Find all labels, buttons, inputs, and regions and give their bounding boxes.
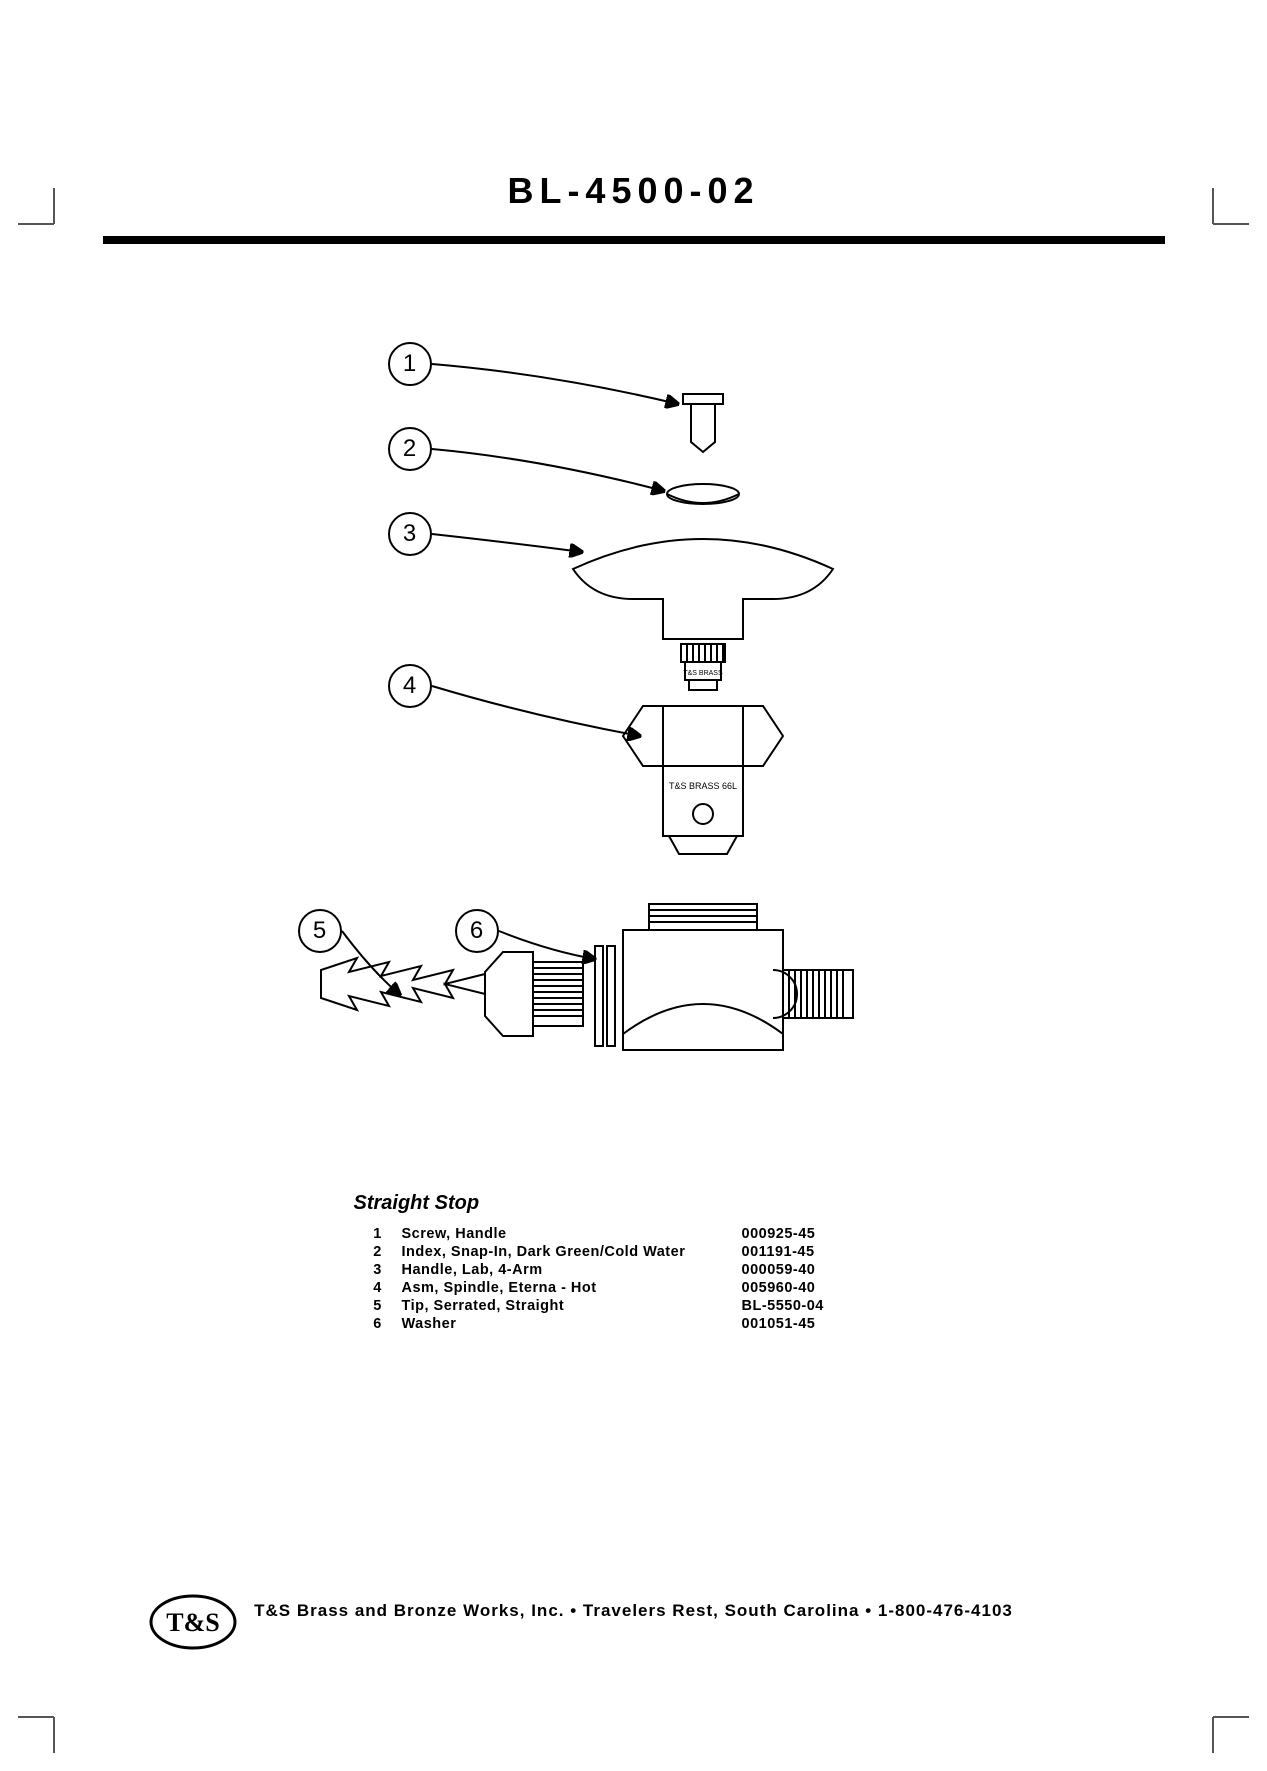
parts-table: 1Screw, Handle000925-452Index, Snap-In, … <box>354 1225 872 1333</box>
row-num: 1 <box>354 1225 402 1243</box>
table-row: 1Screw, Handle000925-45 <box>354 1225 872 1243</box>
callout-2-num: 2 <box>403 435 416 463</box>
callout-4-num: 4 <box>403 672 416 700</box>
row-num: 3 <box>354 1261 402 1279</box>
row-part: 005960-40 <box>742 1279 872 1297</box>
callout-4: 4 <box>388 664 432 708</box>
row-num: 5 <box>354 1297 402 1315</box>
crop-mark-tr <box>1199 188 1249 238</box>
row-desc: Handle, Lab, 4-Arm <box>402 1261 742 1279</box>
svg-text:T&S BRASS: T&S BRASS <box>683 670 723 677</box>
callout-1: 1 <box>388 342 432 386</box>
table-row: 3Handle, Lab, 4-Arm000059-40 <box>354 1261 872 1279</box>
table-row: 6Washer001051-45 <box>354 1315 872 1333</box>
parts-subtitle: Straight Stop <box>354 1192 914 1215</box>
part-index <box>667 484 739 504</box>
row-num: 4 <box>354 1279 402 1297</box>
row-desc: Index, Snap-In, Dark Green/Cold Water <box>402 1243 742 1261</box>
exploded-diagram: T&S BRASS T&S BRASS 66L <box>103 334 1165 1164</box>
callout-6: 6 <box>455 909 499 953</box>
part-spindle: T&S BRASS T&S BRASS 66L <box>623 644 783 854</box>
crop-mark-tl <box>18 188 68 238</box>
part-body <box>623 904 853 1050</box>
svg-text:T&S: T&S <box>166 1608 219 1637</box>
crop-mark-br <box>1199 1703 1249 1753</box>
row-part: 000925-45 <box>742 1225 872 1243</box>
page-title: BL-4500-02 <box>0 170 1267 212</box>
row-desc: Tip, Serrated, Straight <box>402 1297 742 1315</box>
callout-1-num: 1 <box>403 350 416 378</box>
diagram-svg: T&S BRASS T&S BRASS 66L <box>103 334 1165 1164</box>
footer-text: T&S Brass and Bronze Works, Inc. • Trave… <box>254 1601 1013 1620</box>
row-part: 000059-40 <box>742 1261 872 1279</box>
callout-5: 5 <box>298 909 342 953</box>
logo: T&S <box>148 1591 238 1653</box>
callout-3-num: 3 <box>403 520 416 548</box>
row-part: BL-5550-04 <box>742 1297 872 1315</box>
table-row: 2Index, Snap-In, Dark Green/Cold Water00… <box>354 1243 872 1261</box>
callout-6-num: 6 <box>470 917 483 945</box>
svg-text:T&S BRASS 66L: T&S BRASS 66L <box>668 781 736 791</box>
row-desc: Screw, Handle <box>402 1225 742 1243</box>
callout-3: 3 <box>388 512 432 556</box>
title-rule <box>103 236 1165 244</box>
row-num: 2 <box>354 1243 402 1261</box>
table-row: 4Asm, Spindle, Eterna - Hot005960-40 <box>354 1279 872 1297</box>
callout-5-num: 5 <box>313 917 326 945</box>
part-screw <box>683 394 723 452</box>
callout-2: 2 <box>388 427 432 471</box>
row-part: 001191-45 <box>742 1243 872 1261</box>
row-part: 001051-45 <box>742 1315 872 1333</box>
part-washer <box>595 946 615 1046</box>
row-desc: Washer <box>402 1315 742 1333</box>
row-desc: Asm, Spindle, Eterna - Hot <box>402 1279 742 1297</box>
row-num: 6 <box>354 1315 402 1333</box>
parts-list: Straight Stop 1Screw, Handle000925-452In… <box>354 1192 914 1333</box>
table-row: 5Tip, Serrated, StraightBL-5550-04 <box>354 1297 872 1315</box>
crop-mark-bl <box>18 1703 68 1753</box>
part-tip <box>321 952 583 1036</box>
part-handle <box>573 539 833 639</box>
